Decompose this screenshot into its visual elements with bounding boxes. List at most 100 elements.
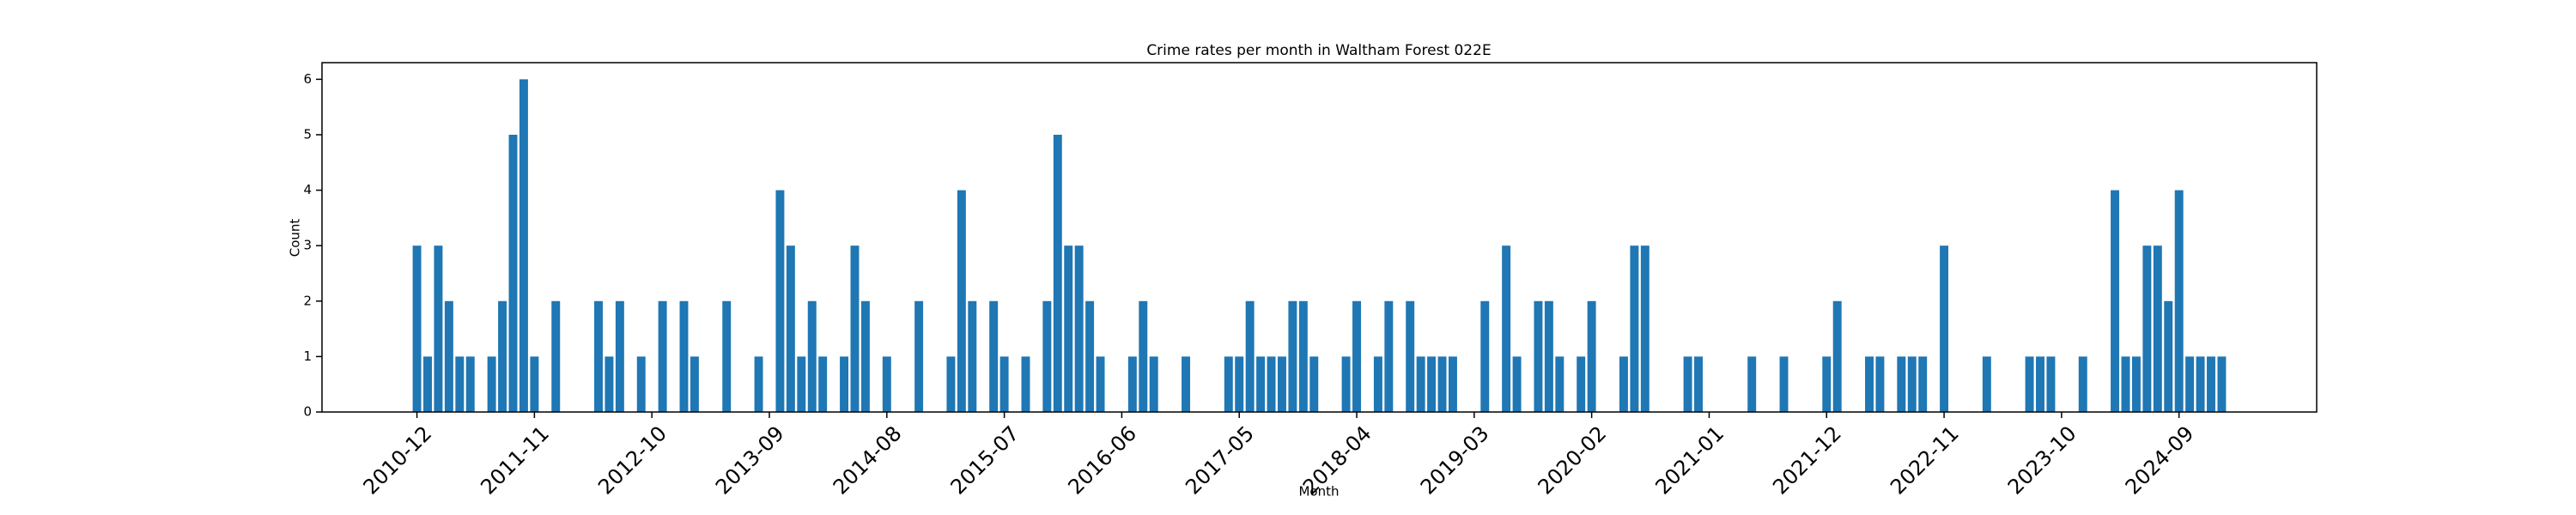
bar	[1074, 245, 1084, 412]
bar	[1555, 356, 1564, 412]
bar	[797, 356, 806, 412]
bar	[2217, 356, 2227, 412]
bar	[1544, 300, 1553, 412]
bar	[423, 356, 432, 412]
y-axis-label: Count	[288, 219, 303, 258]
bar	[1822, 356, 1832, 412]
bar	[605, 356, 614, 412]
bar	[508, 134, 518, 412]
bar	[1875, 356, 1885, 412]
y-tick-label: 1	[303, 348, 312, 364]
bar	[1619, 356, 1628, 412]
bar	[957, 190, 966, 413]
bar	[1139, 300, 1148, 412]
bar	[530, 356, 539, 412]
bar	[1127, 356, 1137, 412]
bar	[2153, 245, 2162, 412]
bar	[1448, 356, 1457, 412]
bar	[1779, 356, 1789, 412]
bar	[818, 356, 828, 412]
bar	[1182, 356, 1191, 412]
bar	[2174, 190, 2184, 413]
bar	[882, 356, 891, 412]
bar	[2046, 356, 2056, 412]
bar	[1480, 300, 1490, 412]
bar	[498, 300, 507, 412]
bar	[2131, 356, 2141, 412]
y-tick-label: 4	[303, 182, 312, 197]
bar	[1982, 356, 1991, 412]
bar	[1288, 300, 1297, 412]
y-tick-label: 5	[303, 126, 312, 142]
bar	[690, 356, 699, 412]
y-tick-label: 6	[303, 71, 312, 87]
bar	[989, 300, 999, 412]
bar	[840, 356, 849, 412]
bar	[1694, 356, 1703, 412]
bar	[1907, 356, 1917, 412]
bar	[1341, 356, 1351, 412]
bar	[1224, 356, 1233, 412]
bar	[1747, 356, 1757, 412]
bar	[1940, 245, 1949, 412]
bar	[1512, 356, 1522, 412]
bar	[455, 356, 465, 412]
bar	[1865, 356, 1874, 412]
bar	[658, 300, 667, 412]
axes-frame	[321, 62, 2318, 413]
bar	[1064, 245, 1073, 412]
bar	[1683, 356, 1692, 412]
bar	[679, 300, 689, 412]
bar	[1416, 356, 1425, 412]
bar	[1267, 356, 1276, 412]
bar	[850, 245, 860, 412]
bar	[1577, 356, 1586, 412]
bar	[2111, 190, 2120, 413]
bar	[1235, 356, 1244, 412]
bar	[1053, 134, 1062, 412]
bar	[968, 300, 977, 412]
bar	[1897, 356, 1906, 412]
bar	[444, 300, 453, 412]
bar	[786, 245, 795, 412]
bar	[1832, 300, 1842, 412]
bar	[412, 245, 422, 412]
bar	[946, 356, 956, 412]
bar	[1502, 245, 1511, 412]
bar	[1277, 356, 1286, 412]
bar	[1096, 356, 1105, 412]
bar	[2025, 356, 2034, 412]
bar	[1534, 300, 1543, 412]
bar	[1149, 356, 1158, 412]
y-tick-label: 0	[303, 404, 312, 420]
bar	[1256, 356, 1266, 412]
bar	[519, 79, 528, 412]
bar	[1918, 356, 1928, 412]
bar	[1021, 356, 1030, 412]
bar	[465, 356, 475, 412]
bar	[2207, 356, 2215, 412]
bar	[754, 356, 763, 412]
bar	[1630, 245, 1639, 412]
bar	[1042, 300, 1052, 412]
bar	[1373, 356, 1382, 412]
bar	[1587, 300, 1596, 412]
y-tick-label: 3	[303, 238, 312, 253]
bar	[1245, 300, 1255, 412]
bar	[487, 356, 496, 412]
bar	[2036, 356, 2044, 412]
bar	[2164, 300, 2173, 412]
bar	[860, 300, 870, 412]
bar	[2196, 356, 2205, 412]
bar	[722, 300, 732, 412]
chart-title: Crime rates per month in Waltham Forest …	[1146, 42, 1491, 59]
bar	[615, 300, 624, 412]
bar	[1437, 356, 1447, 412]
bar	[914, 300, 924, 412]
bar	[1352, 300, 1362, 412]
bar	[1640, 245, 1649, 412]
bar	[1406, 300, 1415, 412]
bar	[594, 300, 603, 412]
